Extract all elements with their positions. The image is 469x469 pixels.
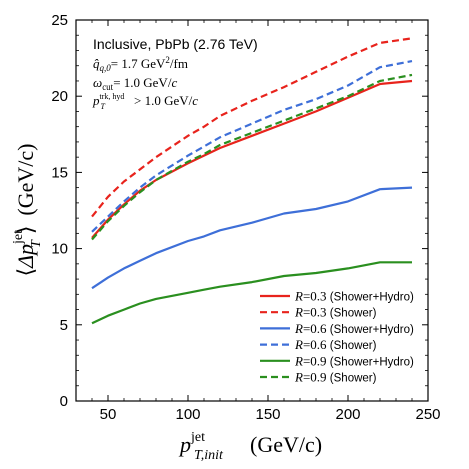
x-axis-label: pjet T,init (GeV/c) bbox=[178, 430, 322, 463]
series-line-2 bbox=[91, 186, 413, 290]
y-tick-label: 5 bbox=[60, 317, 68, 334]
x-tick-label: 200 bbox=[335, 406, 360, 423]
y-axis-label: ⟨ΔpjetT⟩(GeV/c) bbox=[11, 144, 44, 277]
x-tick-label: 100 bbox=[175, 406, 200, 423]
y-tick-label: 0 bbox=[60, 393, 68, 410]
legend: R=0.3 (Shower+Hydro)R=0.3 (Shower)R=0.6 … bbox=[260, 289, 414, 385]
annotation-ptcut: ptrk, hyd T > 1.0 GeV/c bbox=[92, 92, 198, 111]
annotation-omega: ωcut= 1.0 GeV/c bbox=[93, 75, 177, 92]
x-tick-label: 50 bbox=[100, 406, 117, 423]
x-axis: 50 100 150 200 250 bbox=[91, 20, 441, 423]
series-line-0 bbox=[91, 79, 413, 239]
series-layer bbox=[91, 37, 413, 325]
legend-entry-5: R=0.9 (Shower) bbox=[294, 370, 377, 385]
legend-entry-0: R=0.3 (Shower+Hydro) bbox=[294, 289, 414, 304]
y-tick-label: 20 bbox=[51, 88, 68, 105]
legend-entry-4: R=0.9 (Shower+Hydro) bbox=[294, 353, 414, 368]
annotation-block: Inclusive, PbPb (2.76 TeV) q̂q,0= 1.7 Ge… bbox=[92, 36, 258, 111]
x-tick-label: 250 bbox=[415, 406, 440, 423]
y-axis: 0 5 10 15 20 25 bbox=[51, 12, 428, 410]
y-tick-label: 15 bbox=[51, 164, 68, 181]
x-tick-label: 150 bbox=[255, 406, 280, 423]
y-tick-label: 10 bbox=[51, 241, 68, 258]
series-line-4 bbox=[91, 261, 412, 325]
series-line-5 bbox=[91, 73, 413, 241]
annotation-header: Inclusive, PbPb (2.76 TeV) bbox=[93, 36, 258, 52]
legend-entry-3: R=0.6 (Shower) bbox=[294, 337, 377, 352]
y-tick-label: 25 bbox=[51, 12, 68, 29]
annotation-qhat: q̂q,0= 1.7 GeV2/fm bbox=[93, 55, 188, 73]
series-line-3 bbox=[91, 60, 413, 233]
legend-entry-2: R=0.6 (Shower+Hydro) bbox=[294, 321, 414, 336]
legend-entry-1: R=0.3 (Shower) bbox=[294, 305, 377, 320]
series-line-1 bbox=[91, 37, 413, 218]
